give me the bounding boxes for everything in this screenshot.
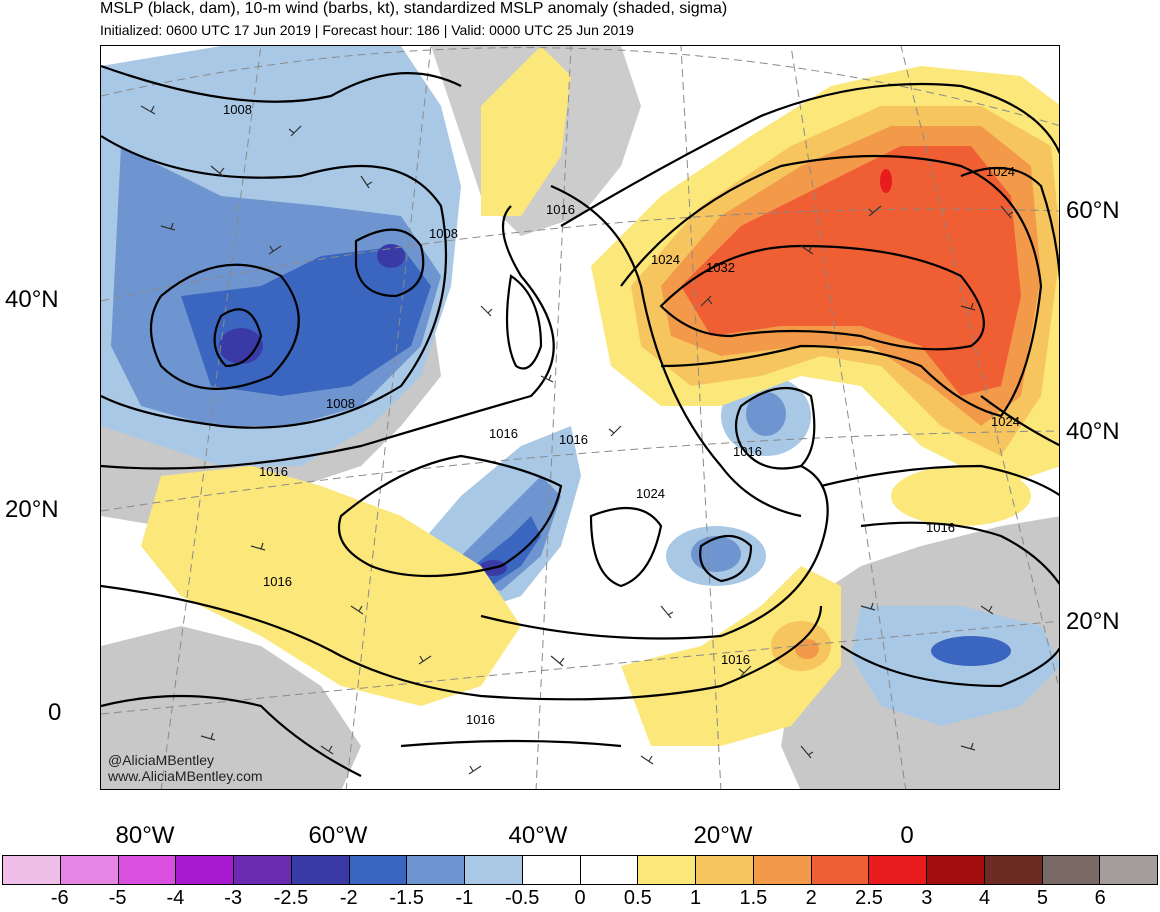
- lat-label-right: 40°N: [1066, 418, 1120, 445]
- colorbar-label: -1: [455, 887, 474, 909]
- map-canvas: 1008 1008 1008 1016 1016 1016 1016 1016 …: [101, 46, 1059, 789]
- colorbar-cell: [3, 856, 61, 884]
- isobar-label: 1008: [429, 226, 458, 241]
- neg-anomaly-azores-1: [746, 392, 786, 436]
- credit-url: www.AliciaMBentley.com: [108, 768, 263, 784]
- anomaly-shading: [101, 46, 1059, 789]
- isobar-label: 1016: [466, 712, 495, 727]
- colorbar-label: 3: [921, 887, 933, 909]
- colorbar-cell: [349, 856, 408, 884]
- pos-anomaly-africa-west: [621, 566, 841, 746]
- colorbar-cell: [465, 856, 523, 884]
- land-south-america: [101, 626, 361, 789]
- colorbar-cell: [1042, 856, 1101, 884]
- lat-label-left: 20°N: [5, 496, 59, 523]
- colorbar-cell: [696, 856, 754, 884]
- isobar-label: 1024: [636, 486, 665, 501]
- isobar-label: 1024: [991, 414, 1020, 429]
- lat-label-right: 20°N: [1066, 608, 1120, 635]
- colorbar-label: -1.5: [389, 887, 424, 909]
- colorbar-label: 2.5: [855, 887, 883, 909]
- pos-anomaly-europe-3: [681, 146, 1021, 396]
- pos-anomaly-med: [891, 466, 1031, 526]
- isobar-label: 1016: [721, 652, 750, 667]
- isobar-label: 1016: [489, 426, 518, 441]
- colorbar-cell: [118, 856, 177, 884]
- colorbar-cell: [60, 856, 119, 884]
- colorbar-label: -3: [224, 887, 243, 909]
- colorbar-label: 1.5: [739, 887, 768, 909]
- lat-label-left: 0: [48, 699, 62, 726]
- colorbar-cell: [753, 856, 812, 884]
- colorbar-cell: [580, 856, 639, 884]
- isobar-label: 1024: [651, 252, 680, 267]
- isobar-label: 1008: [326, 396, 355, 411]
- colorbar: [2, 855, 1158, 885]
- lon-label: 60°W: [308, 822, 368, 849]
- credit-handle: @AliciaMBentley: [108, 752, 215, 768]
- map-title: MSLP (black, dam), 10-m wind (barbs, kt)…: [100, 0, 728, 17]
- isobars: [101, 64, 1059, 777]
- colorbar-cell: [638, 856, 696, 884]
- neg-anomaly-africa: [851, 606, 1059, 726]
- colorbar-label: 1: [690, 887, 702, 909]
- colorbar-cell: [291, 856, 350, 884]
- colorbar-cell: [522, 856, 581, 884]
- lat-label-right: 60°N: [1066, 197, 1120, 224]
- colorbar-label: -0.5: [504, 887, 540, 909]
- isobar-label: 1016: [926, 520, 955, 535]
- colorbar-cell: [984, 856, 1043, 884]
- colorbar-cell: [811, 856, 870, 884]
- pos-anomaly-greenland-east: [481, 46, 571, 216]
- lon-label: 0: [900, 822, 914, 849]
- credit: @AliciaMBentley www.AliciaMBentley.com: [108, 752, 263, 784]
- isobar-label: 1016: [559, 432, 588, 447]
- colorbar-cell: [1100, 856, 1157, 884]
- colorbar-cell: [176, 856, 234, 884]
- colorbar-label: -4: [166, 887, 185, 909]
- colorbar-label: 4: [979, 887, 991, 909]
- colorbar-label: 0: [574, 887, 586, 909]
- wind-barbs: [140, 105, 1014, 775]
- pos-anomaly-europe-4: [880, 169, 892, 193]
- colorbar-label: -5: [108, 887, 127, 909]
- colorbar-label: 2: [805, 887, 817, 909]
- graticule: [101, 46, 1059, 789]
- isobar-label: 1016: [259, 464, 288, 479]
- pos-anomaly-tropic-west: [141, 466, 521, 706]
- colorbar-cell: [407, 856, 465, 884]
- colorbar-label: 6: [1094, 887, 1106, 909]
- map-subtitle: Initialized: 0600 UTC 17 Jun 2019 | Fore…: [100, 22, 634, 38]
- colorbar-label: 0.5: [623, 887, 652, 909]
- isobar-label: 1016: [733, 444, 762, 459]
- colorbar-cell: [869, 856, 927, 884]
- colorbar-label: -2: [339, 887, 358, 909]
- colorbar-label: -2.5: [273, 887, 309, 909]
- colorbar-cell: [927, 856, 985, 884]
- isobar-label: 1008: [223, 102, 252, 117]
- isobar-label: 1016: [263, 574, 292, 589]
- lon-label: 40°W: [508, 822, 568, 849]
- neg-anomaly-mid-1: [691, 536, 741, 572]
- colorbar-labels: -6 -5 -4 -3 -2.5 -2 -1.5 -1 -0.5 0 0.5 1 1.5 2 2.5 3 4 5 6: [0, 887, 1160, 911]
- pos-anomaly-africa-west-2: [795, 639, 819, 659]
- colorbar-label: -6: [50, 887, 69, 909]
- lon-label: 20°W: [693, 822, 753, 849]
- lat-label-left: 40°N: [5, 286, 59, 313]
- colorbar-cell: [234, 856, 292, 884]
- colorbar-label: 5: [1036, 887, 1048, 909]
- isobar-label: 1016: [546, 202, 575, 217]
- lon-label: 80°W: [115, 822, 175, 849]
- isobar-label: 1024: [986, 164, 1015, 179]
- neg-anomaly-africa-1: [931, 636, 1011, 666]
- weather-map[interactable]: 1008 1008 1008 1016 1016 1016 1016 1016 …: [100, 45, 1060, 790]
- isobar-label: 1032: [706, 260, 735, 275]
